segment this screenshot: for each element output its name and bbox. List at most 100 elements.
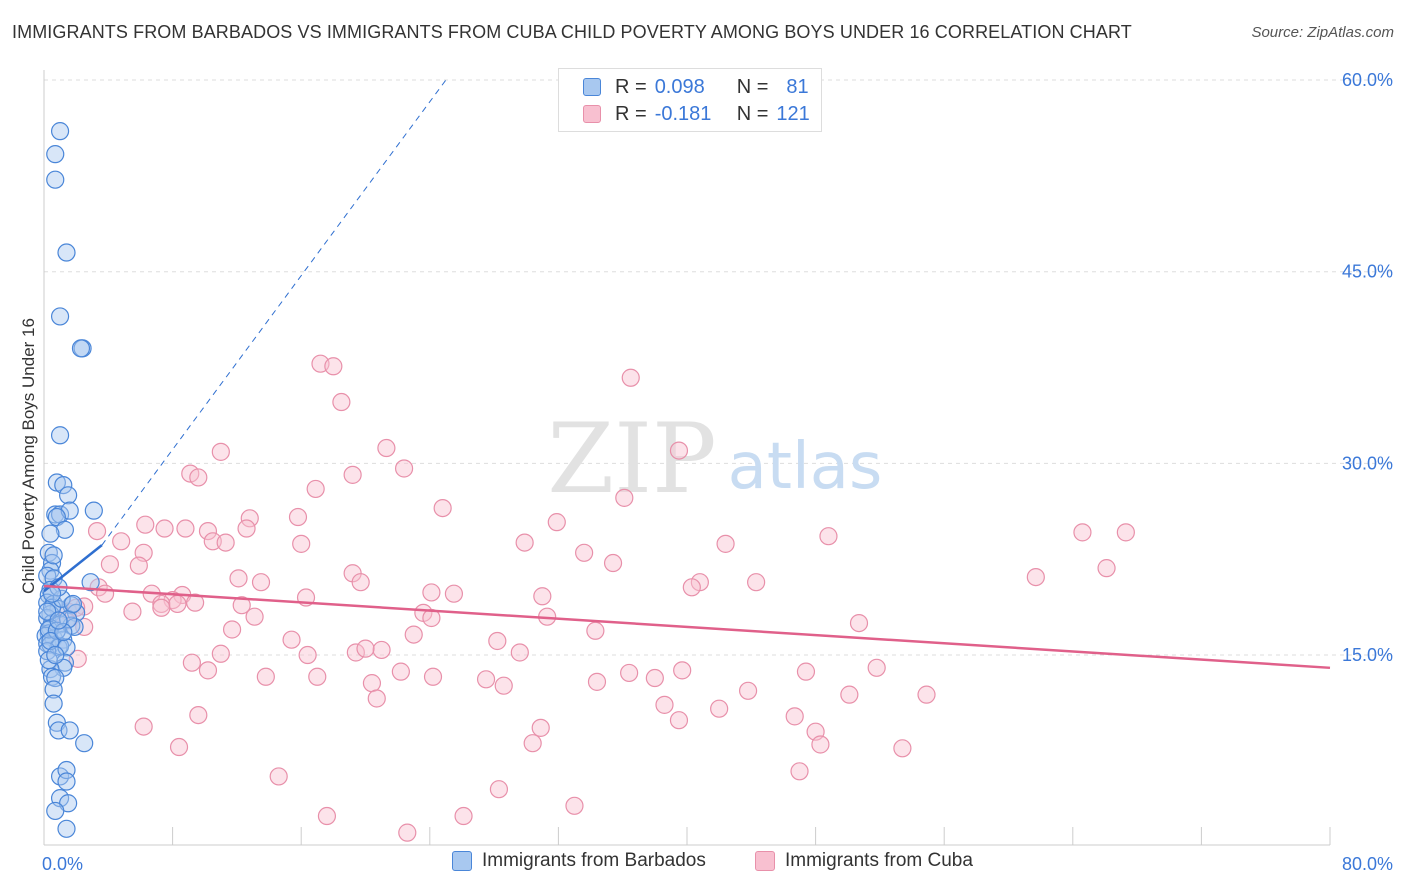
data-point-cuba (404, 625, 423, 644)
legend-swatch-barbados (583, 78, 601, 96)
trend-line-barbados-extension (101, 79, 447, 546)
data-point-cuba (182, 653, 201, 672)
data-point-cuba (222, 620, 242, 639)
data-point-cuba (547, 513, 566, 532)
data-point-cuba (198, 521, 218, 541)
data-point-barbados (44, 680, 63, 699)
data-point-cuba (669, 441, 689, 460)
data-point-cuba (168, 594, 187, 614)
data-point-cuba (237, 519, 256, 538)
data-point-cuba (716, 534, 735, 553)
bottom-legend-cuba: Immigrants from Cuba (755, 850, 973, 872)
series-cuba (57, 354, 1135, 842)
grid-lines (44, 79, 1392, 656)
data-point-cuba (112, 532, 131, 551)
bottom-legend-label-cuba: Immigrants from Cuba (785, 850, 973, 871)
data-point-cuba (673, 661, 692, 680)
data-point-cuba (1073, 523, 1092, 542)
data-point-cuba (152, 594, 171, 614)
data-point-barbados (60, 721, 79, 740)
data-point-cuba (790, 762, 809, 781)
data-point-cuba (282, 630, 301, 649)
data-point-cuba (346, 643, 365, 662)
data-point-cuba (1116, 523, 1135, 542)
data-point-cuba (682, 578, 701, 597)
data-point-cuba (1026, 567, 1045, 587)
data-point-cuba (394, 459, 414, 478)
data-point-cuba (123, 602, 142, 621)
data-point-cuba (710, 699, 729, 718)
data-point-cuba (531, 718, 550, 737)
data-point-cuba (129, 556, 148, 575)
data-point-cuba (738, 681, 758, 700)
data-point-barbados (46, 645, 65, 665)
data-point-cuba (351, 573, 370, 592)
data-point-cuba (747, 573, 766, 592)
bottom-legend-label-barbados: Immigrants from Barbados (482, 850, 706, 871)
trend-line-cuba (43, 584, 1331, 670)
data-point-cuba (240, 509, 259, 528)
data-point-cuba (1097, 559, 1116, 578)
x-tick-label-max: 80.0% (1342, 854, 1393, 874)
data-point-cuba (669, 711, 689, 730)
data-point-barbados (47, 507, 66, 527)
watermark-atlas: atlas (728, 430, 883, 504)
data-point-barbados (57, 772, 76, 791)
y-tick-label: 15.0% (1342, 645, 1393, 665)
data-point-barbados (49, 611, 68, 630)
data-point-cuba (586, 621, 605, 640)
data-point-cuba (377, 438, 396, 458)
data-point-cuba (87, 521, 107, 541)
data-point-cuba (332, 392, 351, 412)
data-point-cuba (893, 739, 912, 758)
data-point-cuba (186, 593, 205, 612)
data-point-cuba (811, 735, 830, 754)
data-point-cuba (362, 674, 382, 693)
data-point-cuba (343, 465, 362, 484)
y-tick-label: 45.0% (1342, 262, 1393, 282)
bottom-legend-swatch-cuba (755, 851, 775, 871)
data-point-cuba (152, 598, 171, 617)
y-tick-label: 60.0% (1342, 70, 1393, 90)
legend-r-label: R = (615, 75, 647, 98)
watermark-zip: ZIP (547, 403, 716, 515)
legend-row-cuba: R = -0.181 N = 121 (583, 102, 810, 126)
data-point-cuba (621, 368, 640, 387)
data-point-cuba (620, 663, 639, 683)
data-point-cuba (367, 689, 386, 708)
data-point-cuba (198, 661, 218, 680)
data-point-cuba (292, 534, 311, 553)
data-point-cuba (155, 519, 174, 538)
data-point-barbados (46, 145, 65, 164)
data-point-barbados (41, 524, 60, 543)
data-point-barbados (54, 622, 73, 642)
legend-r-value-cuba: -0.181 (654, 102, 712, 125)
bottom-legend-swatch-barbados (452, 851, 472, 871)
data-point-barbados (50, 426, 70, 445)
data-point-cuba (615, 488, 634, 507)
data-point-cuba (134, 717, 153, 736)
data-point-barbados (81, 573, 100, 592)
data-point-barbados (57, 819, 76, 838)
data-point-barbados (50, 122, 70, 141)
data-point-cuba (488, 631, 507, 651)
data-point-cuba (211, 442, 230, 461)
data-point-cuba (494, 676, 513, 695)
data-point-cuba (203, 532, 222, 551)
tick-labels: 15.0% 30.0% 45.0% 60.0% 0.0% 80.0% (42, 70, 1393, 874)
data-point-cuba (288, 507, 308, 527)
data-point-cuba (308, 667, 327, 686)
data-point-cuba (251, 573, 271, 592)
data-point-cuba (433, 498, 452, 518)
data-point-cuba (189, 705, 208, 725)
data-point-cuba (229, 569, 248, 588)
data-point-cuba (454, 806, 473, 826)
data-point-barbados (71, 339, 91, 358)
legend-r-label: R = (615, 102, 647, 125)
data-point-cuba (298, 645, 317, 665)
axes (43, 70, 1331, 846)
data-point-cuba (75, 617, 94, 637)
data-point-cuba (867, 658, 886, 677)
legend-n-value-cuba: 121 (776, 102, 810, 125)
data-point-barbados (46, 801, 65, 821)
